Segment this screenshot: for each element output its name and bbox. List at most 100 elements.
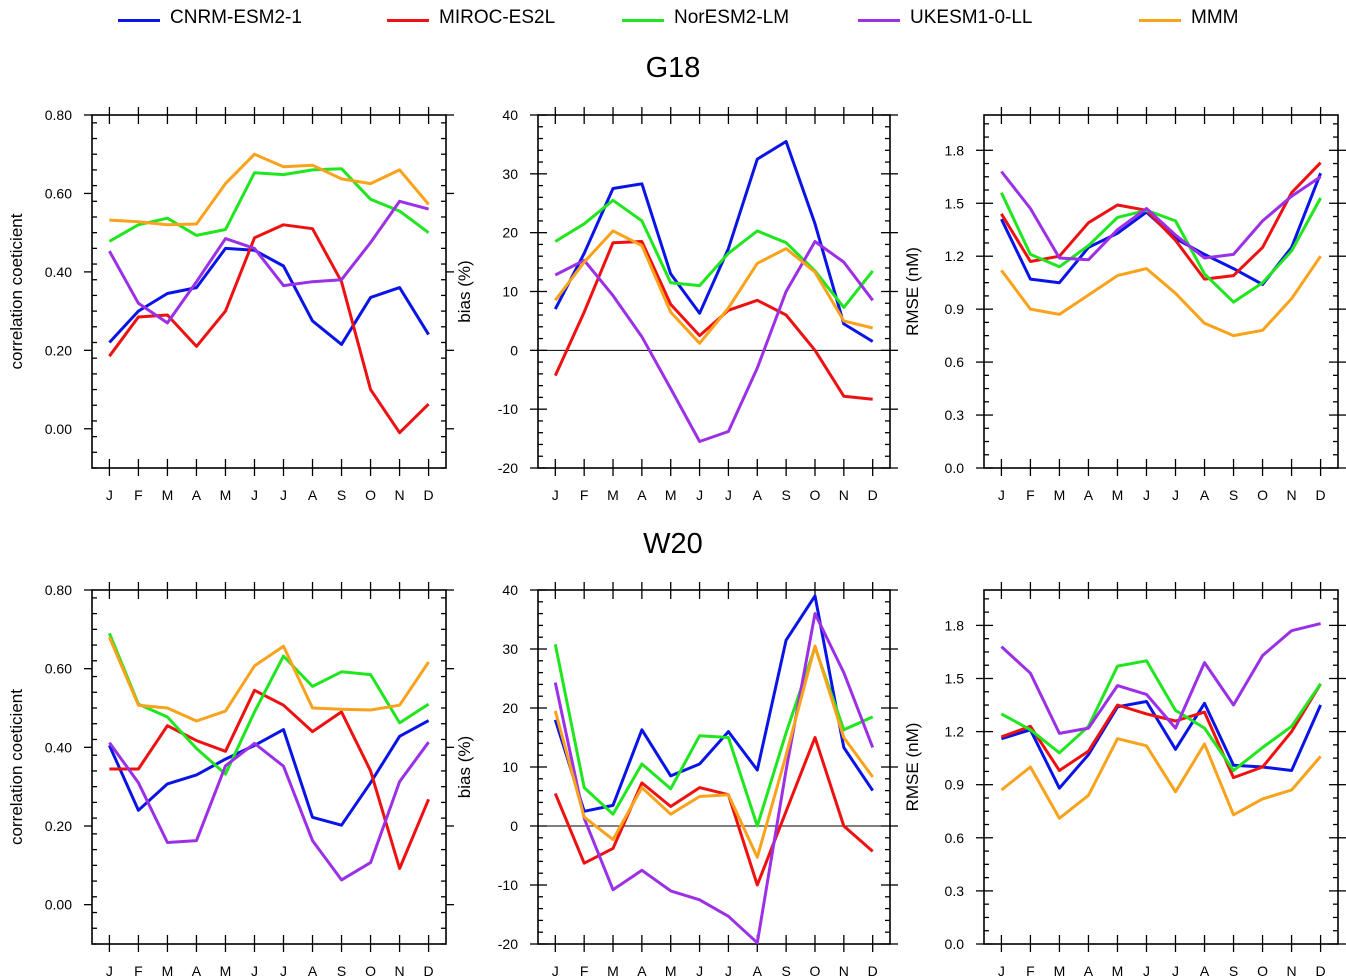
x-tick-label: M [220, 963, 232, 979]
legend-swatch [622, 19, 664, 22]
series-line-mmm [1000, 255, 1322, 338]
series-line-noresm2-lm [108, 632, 430, 776]
y-tick-label: 0.0 [945, 936, 965, 952]
x-tick-label: J [725, 487, 732, 503]
series-line-mmm [109, 152, 430, 227]
x-tick-label: O [1257, 487, 1268, 503]
series-line-ukesm1-0-ll [553, 612, 875, 945]
x-tick-label: A [1084, 487, 1094, 503]
panel-w20-rmse: 0.0 0.3 0.6 0.9 1.2 1.5 1.8 J F M A M J J A S O N D RMSE (n… [903, 582, 1346, 979]
legend-label: CNRM-ESM2-1 [170, 7, 302, 28]
plot-frame [983, 589, 1339, 945]
series-line-miroc-es2l [553, 240, 873, 401]
y-tick-label: 0.60 [45, 661, 72, 677]
x-tick-label: A [192, 487, 202, 503]
series-line-noresm2-lm [1000, 192, 1322, 304]
series-line-mmm [108, 636, 430, 723]
plot-frame [91, 589, 447, 945]
y-tick-label: 1.5 [945, 195, 965, 211]
y-tick-label: 0.6 [945, 354, 965, 370]
y-axis-label: bias (%) [455, 260, 474, 322]
series-line-cnrm-esm2-1 [108, 719, 430, 827]
y-tick-label: 20 [502, 225, 518, 241]
x-tick-label: A [1200, 963, 1210, 979]
series-line-miroc-es2l [1000, 161, 1322, 281]
x-tick-label: M [665, 487, 677, 503]
x-tick-label: J [280, 963, 287, 979]
panel-g18-corr: 0.00 0.20 0.40 0.60 0.80 J F M A M J J A S O N Dcorrelat… [7, 107, 454, 503]
plot-frame [983, 114, 1339, 469]
series-line-noresm2-lm [553, 644, 874, 828]
x-tick-label: O [810, 487, 821, 503]
x-tick-label: J [1172, 963, 1179, 979]
x-tick-label: M [1112, 487, 1124, 503]
x-tick-label: S [337, 963, 346, 979]
x-tick-label: J [251, 963, 258, 979]
x-tick-label: S [781, 487, 790, 503]
x-tick-label: J [251, 487, 258, 503]
series-line-noresm2-lm [554, 198, 874, 309]
series-line-noresm2-lm [1000, 659, 1322, 772]
x-tick-label: J [1143, 963, 1150, 979]
x-tick-label: J [552, 963, 559, 979]
y-tick-label: 0.60 [45, 185, 72, 201]
x-tick-label: D [1316, 487, 1326, 503]
x-tick-label: D [868, 487, 878, 503]
y-tick-label: 0.3 [945, 883, 965, 899]
plot-frame [91, 114, 447, 469]
x-tick-label: J [552, 487, 559, 503]
y-tick-label: 0.80 [45, 107, 72, 123]
y-axis-label: RMSE (nM) [903, 723, 922, 812]
y-tick-label: 0.40 [45, 264, 72, 280]
series-line-miroc-es2l [108, 223, 430, 435]
series-line-mmm [1000, 737, 1322, 820]
series-line-ukesm1-0-ll [108, 741, 430, 882]
x-tick-label: M [607, 487, 619, 503]
y-tick-label: 1.8 [945, 142, 965, 158]
x-tick-label: N [1287, 487, 1297, 503]
series-line-ukesm1-0-ll [554, 240, 874, 443]
y-tick-label: 0.40 [45, 739, 72, 755]
x-tick-label: J [1143, 487, 1150, 503]
y-tick-label: 0.0 [945, 460, 965, 476]
x-tick-label: F [134, 487, 143, 503]
series-line-mmm [553, 644, 874, 859]
row-title-g18: G18 [645, 52, 701, 84]
y-tick-label: 20 [502, 700, 518, 716]
x-tick-label: M [220, 487, 232, 503]
y-tick-label: 0.80 [45, 582, 72, 598]
legend-label: NorESM2-LM [674, 7, 790, 28]
x-tick-label: J [1172, 487, 1179, 503]
x-tick-label: A [1084, 963, 1094, 979]
series-line-noresm2-lm [108, 167, 430, 243]
y-tick-label: 0.3 [945, 407, 965, 423]
y-tick-label: 1.2 [945, 724, 965, 740]
series-line-cnrm-esm2-1 [553, 594, 874, 813]
y-tick-label: 40 [502, 582, 518, 598]
x-tick-label: D [424, 487, 434, 503]
y-tick-label: -10 [498, 877, 518, 893]
x-tick-label: N [395, 487, 405, 503]
series-line-ukesm1-0-ll [108, 199, 429, 325]
y-tick-label: 40 [502, 107, 518, 123]
x-tick-label: D [424, 963, 434, 979]
x-tick-label: S [1229, 487, 1238, 503]
y-tick-label: 0.20 [45, 818, 72, 834]
plot-frame [537, 114, 891, 469]
y-tick-label: 1.8 [945, 617, 965, 633]
legend-swatch [1139, 19, 1181, 22]
x-tick-label: S [781, 963, 790, 979]
y-tick-label: 0 [510, 342, 518, 358]
x-tick-label: J [280, 487, 287, 503]
x-tick-label: M [1112, 963, 1124, 979]
y-axis-label: correlation coeticient [7, 689, 26, 845]
x-tick-label: J [696, 487, 703, 503]
series-line-mmm [554, 229, 874, 345]
legend-label: UKESM1-0-LL [910, 7, 1033, 28]
x-tick-label: A [637, 963, 647, 979]
y-tick-label: 10 [502, 759, 518, 775]
x-tick-label: A [192, 963, 202, 979]
x-tick-label: J [106, 487, 113, 503]
x-tick-label: F [1026, 963, 1035, 979]
